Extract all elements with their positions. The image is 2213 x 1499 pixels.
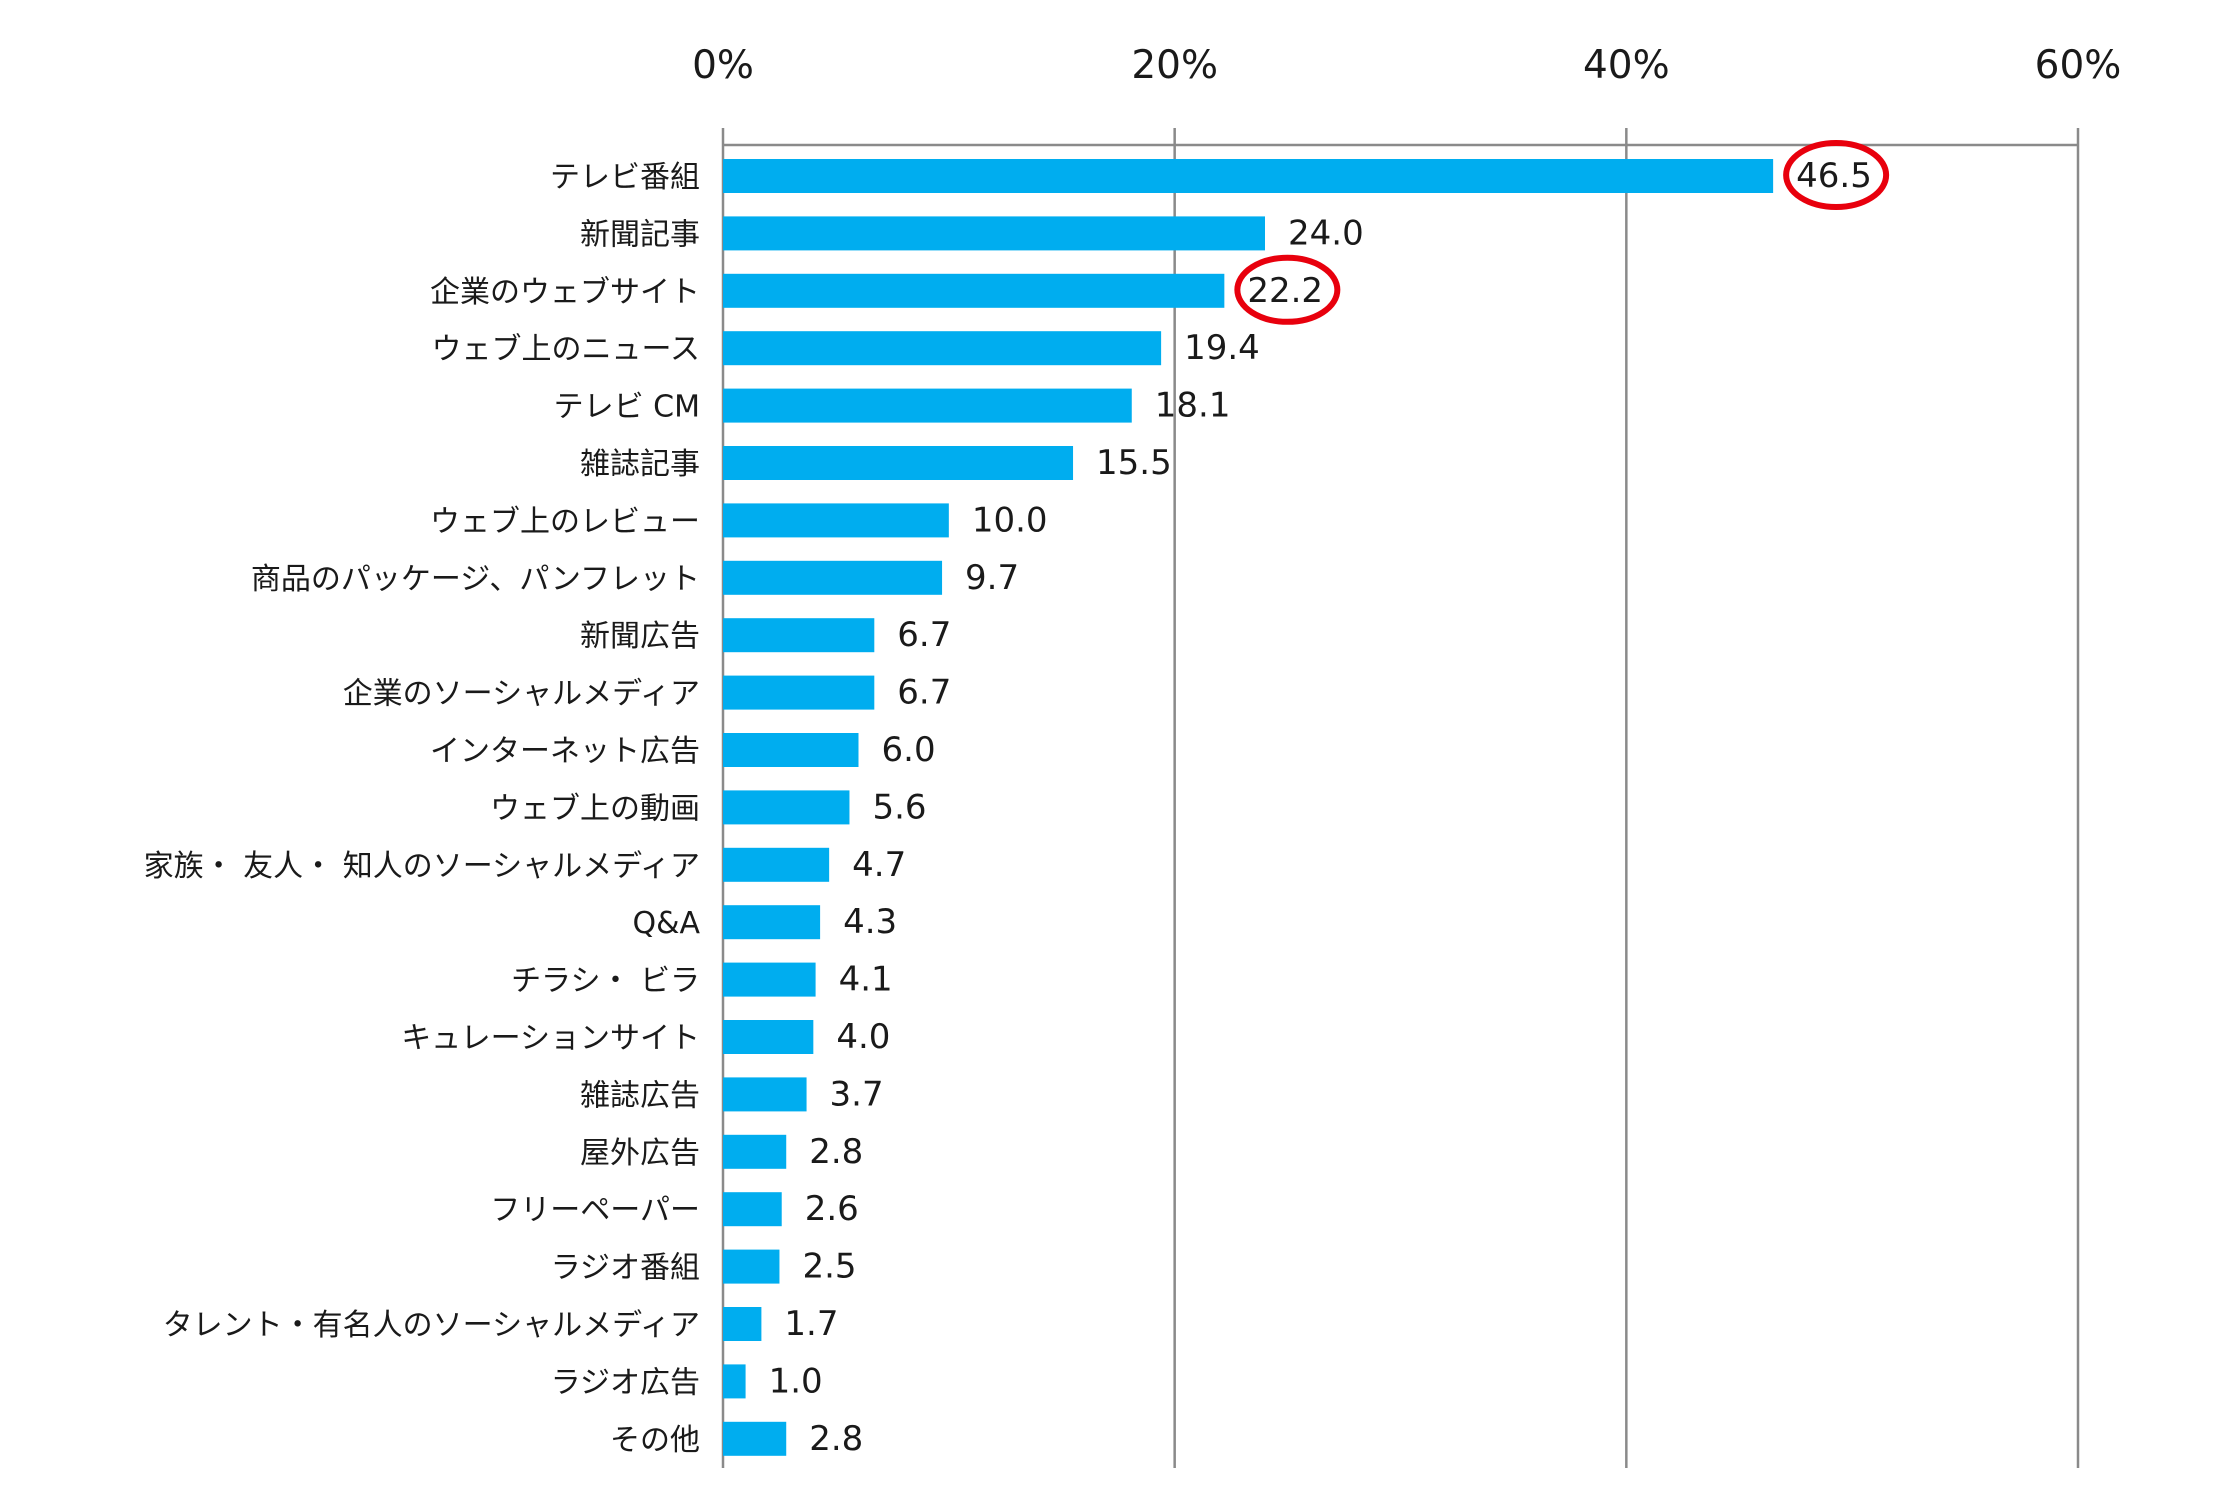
- category-label: 企業のウェブサイト: [430, 275, 700, 310]
- highlight-circles: [1234, 140, 1890, 325]
- data-label: 10.0: [972, 500, 1048, 540]
- bar: [723, 962, 816, 997]
- data-label: 19.4: [1184, 328, 1260, 368]
- data-label: 2.8: [809, 1132, 863, 1172]
- bar: [723, 905, 821, 940]
- bar: [723, 273, 1225, 308]
- x-tick-label: 40%: [1583, 43, 1670, 88]
- category-label: キュレーションサイト: [401, 1021, 700, 1056]
- bar: [723, 446, 1074, 480]
- category-label: インターネット広告: [430, 734, 700, 769]
- bar: [723, 331, 1162, 366]
- category-label: ウェブ上のレビュー: [430, 504, 700, 539]
- data-label: 5.6: [872, 787, 926, 827]
- data-label: 15.5: [1096, 443, 1172, 483]
- data-label: 22.2: [1247, 271, 1323, 311]
- data-label: 1.7: [784, 1304, 838, 1344]
- category-label: 雑誌記事: [580, 447, 700, 482]
- data-label: 2.5: [802, 1247, 856, 1287]
- bar: [723, 159, 1774, 193]
- data-label: 4.0: [836, 1017, 890, 1057]
- bar: [723, 1364, 746, 1399]
- x-tick-label: 20%: [1131, 43, 1218, 88]
- category-label: 商品のパッケージ、パンフレット: [251, 562, 700, 597]
- category-label: タレント・有名人のソーシャルメディア: [163, 1308, 700, 1343]
- category-label: Q&A: [632, 906, 700, 941]
- bar: [723, 790, 850, 825]
- bar: [723, 388, 1132, 423]
- data-label: 1.0: [769, 1361, 823, 1401]
- data-label: 3.7: [830, 1074, 884, 1114]
- category-label: 新聞広告: [580, 619, 700, 654]
- data-label: 2.6: [805, 1189, 859, 1229]
- data-label: 6.7: [897, 615, 951, 655]
- value-labels: 46.5 24.0 22.2 19.4 18.1 15.5 10.0 9.7 6.7 6.7 6.0…: [769, 156, 1872, 1459]
- bar: [723, 216, 1265, 251]
- bar: [723, 1077, 807, 1112]
- data-label: 4.3: [843, 902, 897, 942]
- category-label: テレビ CM: [554, 390, 700, 425]
- category-label: ラジオ広告: [551, 1365, 700, 1400]
- bar: [723, 675, 875, 710]
- highlight-circle: [1234, 254, 1341, 325]
- data-label: 18.1: [1155, 386, 1231, 426]
- bar: [723, 1134, 787, 1169]
- highlight-circle: [1783, 140, 1890, 210]
- data-label: 4.7: [852, 845, 906, 885]
- bar: [723, 1020, 814, 1054]
- category-label: フリーペーパー: [490, 1193, 700, 1228]
- bar: [723, 1249, 780, 1284]
- category-label: チラシ・ ビラ: [511, 964, 700, 999]
- bar: [723, 733, 859, 767]
- bar: [723, 618, 875, 653]
- x-tick-label: 60%: [2035, 43, 2122, 88]
- category-label: 屋外広告: [580, 1136, 700, 1171]
- x-tick-label: 0%: [692, 43, 754, 88]
- data-label: 9.7: [965, 558, 1019, 598]
- bar: [723, 503, 949, 538]
- data-label: 6.0: [882, 730, 936, 770]
- data-label: 4.1: [839, 960, 893, 1000]
- bar: [723, 560, 943, 595]
- data-label: 2.8: [809, 1419, 863, 1459]
- category-label: テレビ番組: [550, 160, 700, 195]
- bar: [723, 847, 830, 882]
- data-label: 46.5: [1796, 156, 1872, 196]
- x-axis-ticks: 0% 20% 40% 60%: [692, 43, 2121, 88]
- category-label: ラジオ番組: [551, 1251, 700, 1286]
- bars: [723, 159, 1774, 1456]
- data-label: 24.0: [1288, 213, 1364, 253]
- category-label: 新聞記事: [580, 217, 700, 252]
- category-label: 企業のソーシャルメディア: [343, 677, 700, 712]
- category-label: ウェブ上の動画: [490, 791, 700, 826]
- bar: [723, 1307, 762, 1341]
- category-label: その他: [610, 1423, 700, 1458]
- category-label: 雑誌広告: [580, 1078, 700, 1113]
- category-label: ウェブ上のニュース: [432, 332, 701, 367]
- bar: [723, 1421, 787, 1456]
- category-label: 家族・ 友人・ 知人のソーシャルメディア: [144, 849, 700, 884]
- bar: [723, 1192, 782, 1227]
- data-label: 6.7: [897, 673, 951, 713]
